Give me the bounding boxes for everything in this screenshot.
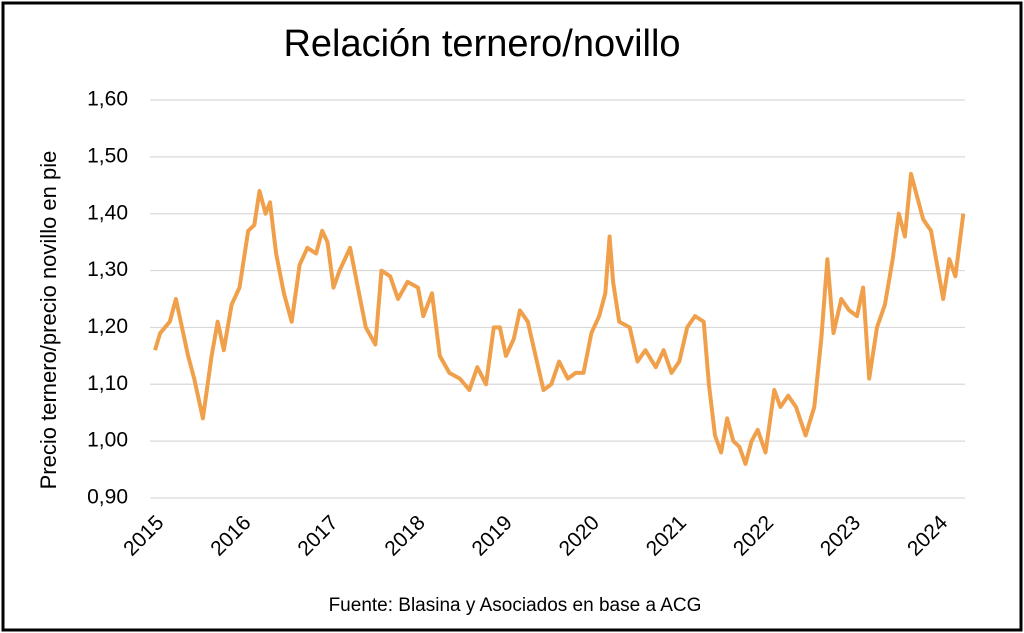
y-tick-label: 1,30 [87,258,128,281]
y-tick-label: 1,50 [87,144,128,167]
y-tick-label: 1,10 [87,372,128,395]
source-note: Fuente: Blasina y Asociados en base a AC… [329,595,702,616]
y-tick-label: 0,90 [87,486,128,509]
data-line [153,171,966,466]
y-tick-label: 1,00 [87,429,128,452]
y-tick-label: 1,40 [87,201,128,224]
chart-title: Relación ternero/novillo [283,23,680,65]
y-axis-label: Precio ternero/precio novillo en pie [36,151,61,490]
y-tick-label: 1,20 [87,315,128,338]
y-tick-label: 1,60 [87,88,128,111]
